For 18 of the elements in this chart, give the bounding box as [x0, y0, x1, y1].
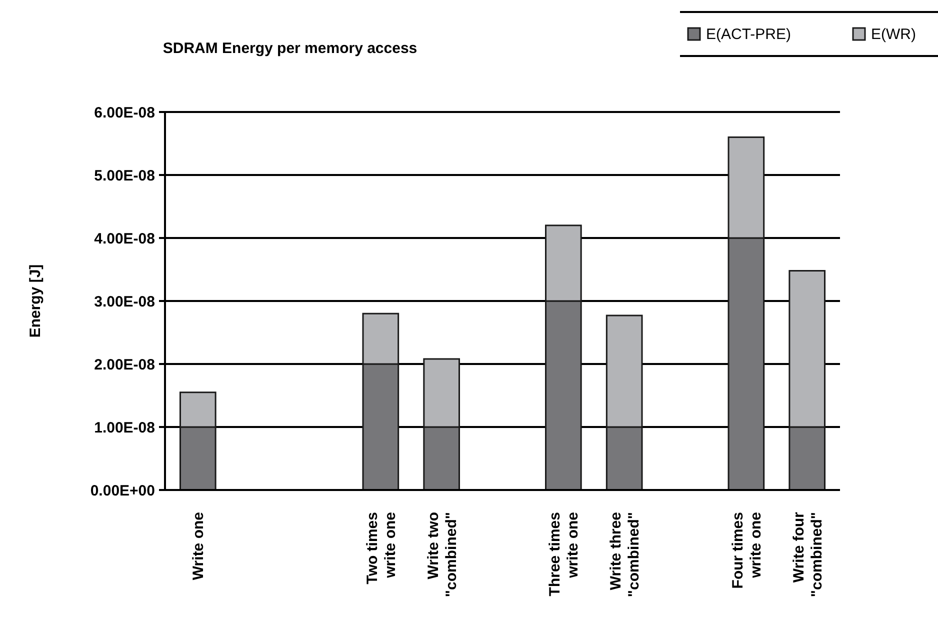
legend-label: E(ACT-PRE)	[706, 26, 792, 43]
y-tick-label: 6.00E-08	[94, 104, 155, 122]
chart-title: SDRAM Energy per memory access	[162, 40, 418, 57]
y-axis-title: Energy [J]	[27, 264, 44, 338]
legend-label: E(WR)	[871, 26, 916, 43]
x-tick-label: Two times write one	[364, 512, 399, 584]
x-tick-label: Write four "combined"	[790, 512, 826, 598]
y-tick-label: 4.00E-08	[94, 230, 155, 248]
y-tick-label: 0.00E+00	[90, 482, 155, 500]
x-tick-label: Write three "combined"	[608, 512, 643, 598]
x-tick-label: Write two "combined"	[424, 512, 460, 598]
x-tick-label: Four times write one	[729, 512, 764, 589]
x-tick-label: Three times write one	[546, 512, 582, 596]
x-tick-label: Write one	[190, 512, 208, 580]
y-tick-label: 5.00E-08	[94, 167, 155, 184]
y-tick-label: 2.00E-08	[94, 356, 155, 374]
y-tick-label: 1.00E-08	[94, 419, 155, 436]
y-tick-label: 3.00E-08	[94, 293, 155, 310]
